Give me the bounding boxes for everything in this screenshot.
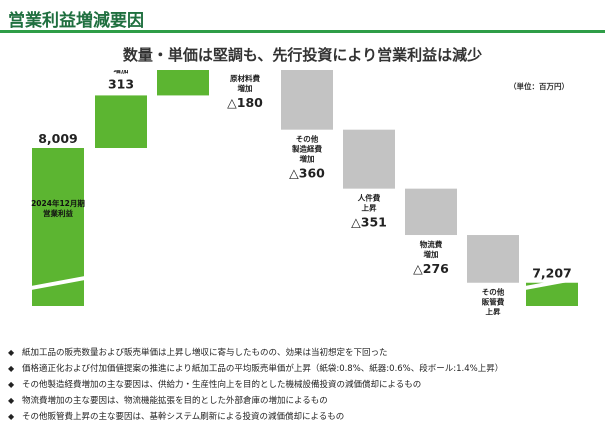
axis-break-mark: [31, 276, 85, 290]
category-label: 増加: [114, 70, 129, 74]
data-label: △180: [227, 95, 263, 110]
note-text: 価格適正化および付加価値提案の推進により紙加工品の平均販売単価が上昇（紙袋:0.…: [22, 364, 504, 374]
category-label: 上昇: [362, 203, 377, 213]
category-label: 増加: [300, 154, 315, 164]
data-label: △351: [351, 215, 387, 230]
note-item: ◆ その他製造経費増加の主な要因は、供給力・生産性向上を目的とした機械設備投資の減…: [8, 377, 603, 393]
diamond-bullet-icon: ◆: [8, 348, 15, 357]
category-label: 2024年12月期: [31, 198, 85, 208]
note-text: その他製造経費増加の主な要因は、供給力・生産性向上を目的とした機械設備投資の減価…: [22, 380, 422, 390]
category-label: その他: [296, 134, 319, 144]
note-item: ◆ 価格適正化および付加価値提案の推進により紙加工品の平均販売単価が上昇（紙袋:0…: [8, 361, 603, 377]
note-text: 物流費増加の主な要因は、物流機能拡張を目的とした外部倉庫の増加によるもの: [22, 396, 328, 406]
decrease-bar: [467, 235, 519, 283]
category-label: 増加: [424, 249, 439, 259]
note-text: その他販管費上昇の主な要因は、基幹システム刷新による投資の減価償却によるもの: [22, 412, 345, 422]
increase-bar: [95, 95, 147, 148]
diamond-bullet-icon: ◆: [8, 412, 15, 421]
data-label: 7,207: [532, 266, 572, 281]
data-label: 313: [108, 76, 134, 91]
category-label: 製造経費: [291, 144, 322, 154]
data-label: 8,009: [38, 131, 78, 146]
increase-bar: [157, 70, 209, 96]
category-label: 人件費: [358, 193, 381, 203]
data-label: △276: [413, 261, 449, 276]
data-label: △360: [289, 166, 325, 181]
category-label: 物流費: [420, 239, 443, 249]
page-title: 営業利益増減要因: [8, 11, 144, 31]
category-label: 原材料費: [230, 73, 260, 83]
note-text: 紙加工品の販売数量および販売単価は上昇し増収に寄与したものの、効果は当初想定を下…: [22, 348, 388, 358]
category-label: その他: [482, 287, 505, 297]
diamond-bullet-icon: ◆: [8, 364, 15, 373]
note-item: ◆ その他販管費上昇の主な要因は、基幹システム刷新による投資の減価償却によるもの: [8, 409, 603, 425]
note-item: ◆ 物流費増加の主な要因は、物流機能拡張を目的とした外部倉庫の増加によるもの: [8, 393, 603, 409]
category-label: 営業利益: [43, 208, 73, 218]
waterfall-chart: 8,0092024年12月期営業利益313販売数量増加336平均販売単価上昇原材…: [31, 70, 579, 315]
diamond-bullet-icon: ◆: [8, 396, 15, 405]
title-underline: [0, 30, 605, 33]
diamond-bullet-icon: ◆: [8, 380, 15, 389]
category-label: 販管費: [482, 297, 505, 307]
page-subtitle: 数量・単価は堅調も、先行投資により営業利益は減少: [122, 46, 483, 64]
note-item: ◆ 紙加工品の販売数量および販売単価は上昇し増収に寄与したものの、効果は当初想定を…: [8, 345, 603, 361]
decrease-bar: [405, 188, 457, 236]
category-label: 上昇: [486, 307, 501, 315]
unit-label: （単位：百万円）: [509, 82, 569, 91]
decrease-bar: [343, 129, 395, 189]
axis-break-mark: [525, 276, 579, 290]
decrease-bar: [281, 70, 333, 130]
total-bar: [526, 282, 578, 306]
notes-list: ◆ 紙加工品の販売数量および販売単価は上昇し増収に寄与したものの、効果は当初想定を…: [8, 345, 603, 425]
category-label: 増加: [238, 83, 253, 93]
